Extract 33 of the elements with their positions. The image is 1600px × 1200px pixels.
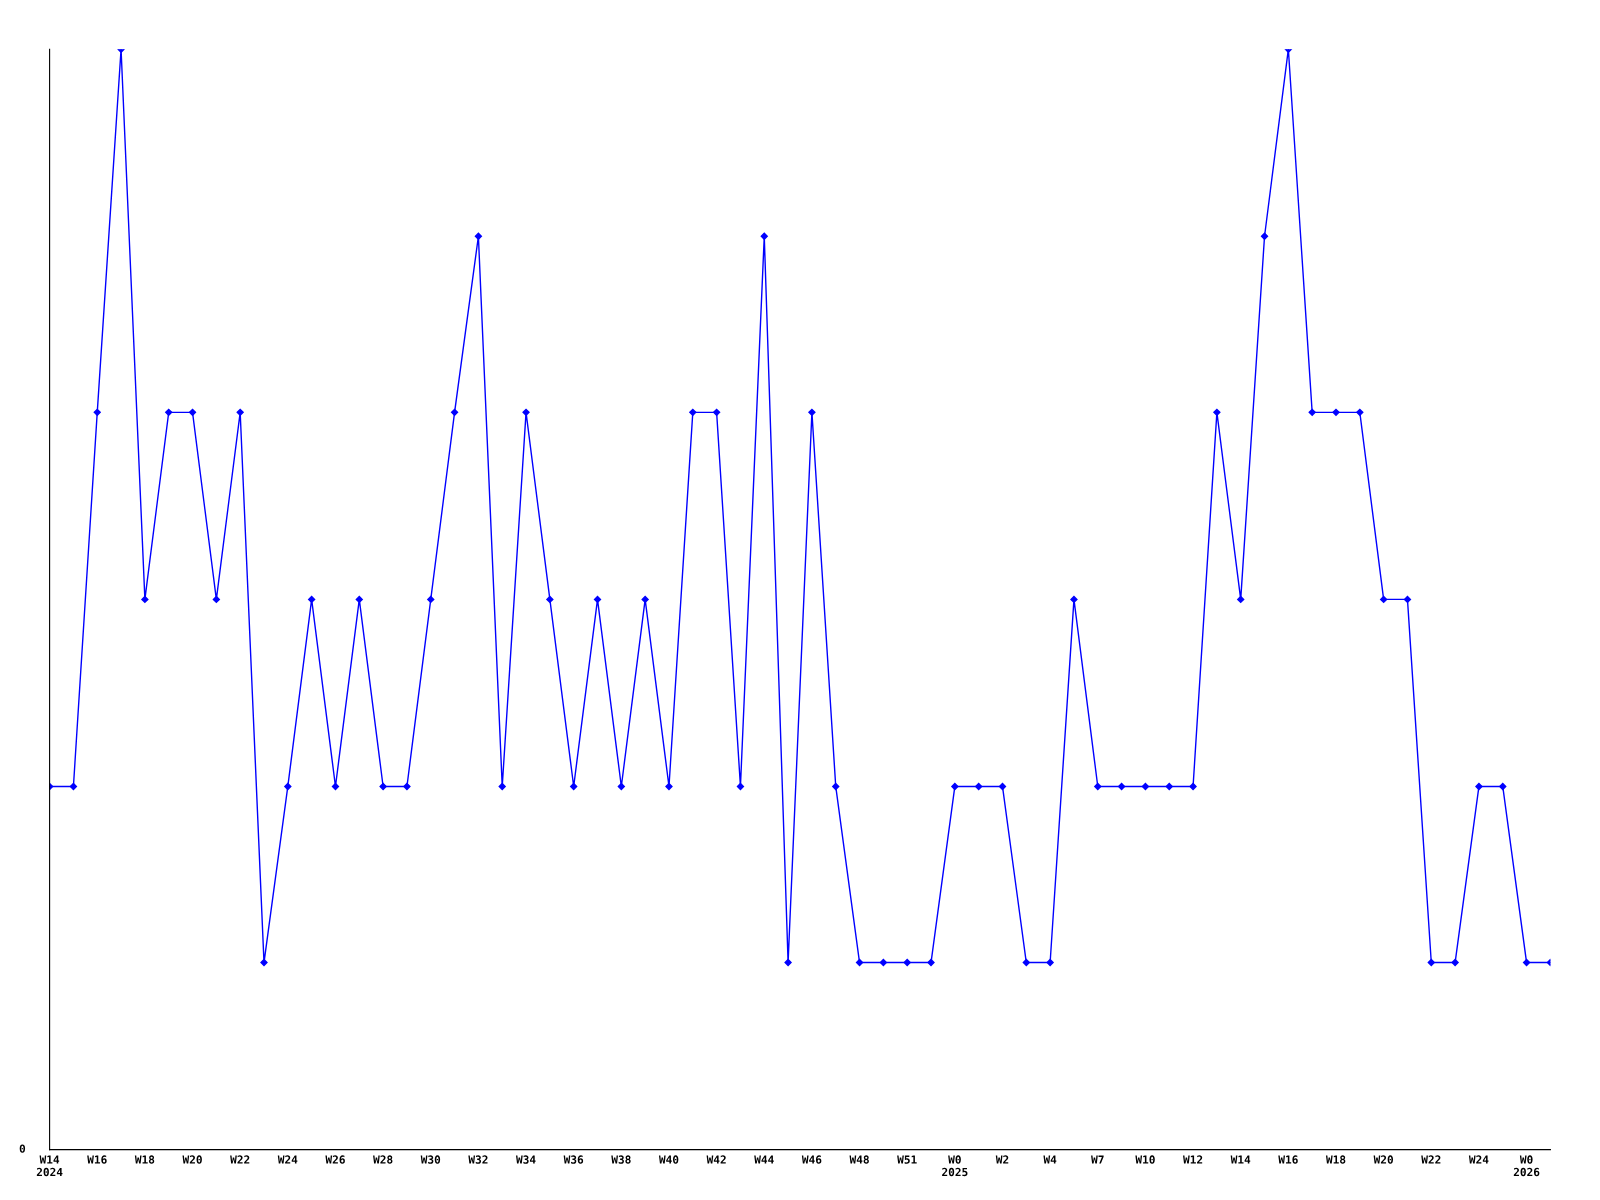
x-tick-label: W40	[658, 1155, 679, 1164]
x-tick-label: W4	[1043, 1155, 1057, 1164]
x-tick-label: W7	[1091, 1155, 1104, 1164]
x-tick-label: W16	[87, 1155, 107, 1164]
x-tick-label: W38	[611, 1155, 631, 1164]
x-tick-label: W26	[325, 1155, 345, 1164]
x-tick-label: W24	[277, 1155, 298, 1164]
x-tick-label: W2	[995, 1155, 1009, 1164]
x-tick-label: W22	[230, 1155, 250, 1164]
x-tick-label: W18	[1325, 1155, 1346, 1164]
x-tick-label: W44	[754, 1155, 774, 1164]
x-tick-label: W20	[182, 1155, 202, 1164]
x-tick-label: W20	[1373, 1155, 1394, 1164]
x-tick-label: W51	[897, 1155, 917, 1164]
x-tick-label: W16	[1278, 1155, 1298, 1164]
x-tick-label: W14	[1230, 1155, 1251, 1164]
x-tick-label: W42	[706, 1155, 726, 1164]
x-tick-label: W30	[420, 1155, 441, 1164]
x-tick-label: W0 2025	[942, 1155, 968, 1177]
x-tick-label: W28	[373, 1155, 393, 1164]
x-tick-label: W18	[134, 1155, 155, 1164]
x-tick-label: W24	[1468, 1155, 1489, 1164]
x-tick-label: W12	[1183, 1155, 1203, 1164]
x-tick-label: W46	[801, 1155, 822, 1164]
x-tick-label: W34	[516, 1155, 536, 1164]
text: 0	[19, 1144, 26, 1153]
x-tick-label: W22	[1421, 1155, 1441, 1164]
x-tick-label: W36	[563, 1155, 584, 1164]
x-tick-label: W14 2024	[36, 1155, 63, 1177]
x-tick-label: W32	[468, 1155, 488, 1164]
x-tick-label: W0 2026	[1513, 1155, 1540, 1177]
x-tick-label: W10	[1135, 1155, 1155, 1164]
x-tick-label: W48	[849, 1155, 869, 1164]
